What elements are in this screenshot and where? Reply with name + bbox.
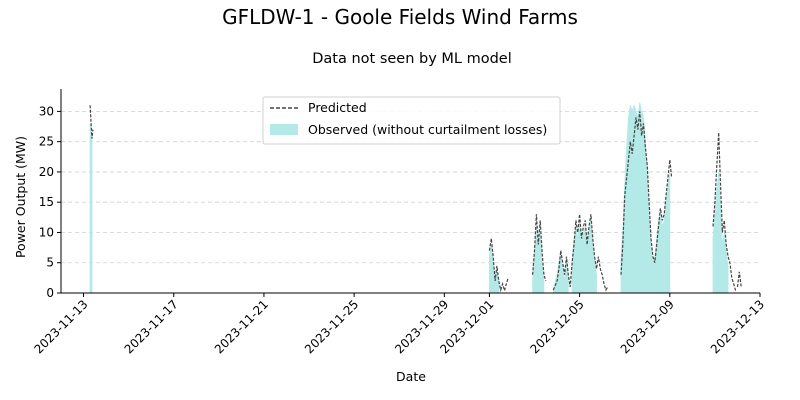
axes bbox=[60, 89, 760, 294]
y-tick-label-0: 0 bbox=[46, 286, 54, 300]
legend-frame bbox=[262, 96, 561, 145]
chart-subtitle: Data not seen by ML model bbox=[312, 51, 512, 67]
y-tick-label-2: 10 bbox=[39, 225, 54, 239]
predicted-line-3 bbox=[552, 214, 609, 292]
x-tick-label-8: 2023-12-13 bbox=[708, 297, 767, 356]
y-tick-label-3: 15 bbox=[39, 195, 54, 209]
chart-title: GFLDW-1 - Goole Fields Wind Farms bbox=[222, 5, 578, 29]
legend-predicted-label: Predicted bbox=[308, 100, 367, 115]
legend-observed-label: Observed (without curtailment losses) bbox=[308, 122, 547, 137]
x-tick-label-2: 2023-11-21 bbox=[212, 297, 271, 356]
x-tick-label-7: 2023-12-09 bbox=[618, 297, 677, 356]
y-tick-label-5: 25 bbox=[39, 135, 54, 149]
observed-area-6 bbox=[712, 171, 729, 294]
x-tick-label-3: 2023-11-25 bbox=[302, 297, 361, 356]
y-ticks: 0 5 10 15 20 25 30 bbox=[39, 104, 61, 300]
observed-area-3 bbox=[552, 250, 569, 294]
x-ticks: 2023-11-13 2023-11-17 2023-11-21 2023-11-25… bbox=[31, 293, 767, 356]
y-tick-label-1: 5 bbox=[46, 256, 54, 270]
x-tick-label-6: 2023-12-05 bbox=[528, 297, 587, 356]
x-axis-label: Date bbox=[396, 369, 426, 384]
observed-area-4 bbox=[571, 220, 597, 294]
observed-area-0 bbox=[89, 123, 93, 294]
y-axis-label: Power Output (MW) bbox=[13, 136, 28, 258]
observed-area-5 bbox=[620, 102, 671, 294]
predicted-line-6 bbox=[736, 271, 742, 287]
y-tick-label-4: 20 bbox=[39, 165, 54, 179]
predicted-line-4 bbox=[620, 111, 673, 275]
predicted-line-layer bbox=[89, 105, 742, 293]
x-tick-label-0: 2023-11-13 bbox=[31, 297, 90, 356]
predicted-line-1 bbox=[488, 238, 509, 293]
x-tick-label-1: 2023-11-17 bbox=[122, 297, 181, 356]
predicted-line-0 bbox=[89, 105, 94, 139]
legend: Predicted Observed (without curtailment … bbox=[262, 96, 561, 145]
y-tick-label-6: 30 bbox=[39, 104, 54, 118]
legend-observed-swatch bbox=[270, 124, 298, 135]
predicted-line-5 bbox=[712, 132, 737, 291]
